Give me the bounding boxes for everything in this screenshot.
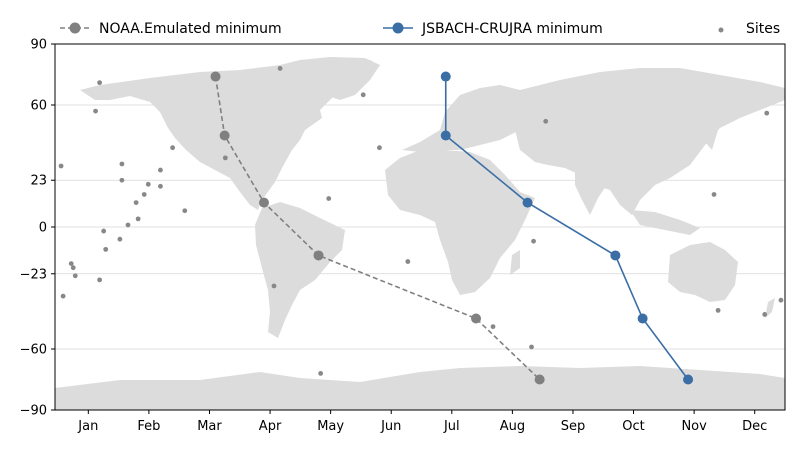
site-point xyxy=(764,110,770,116)
legend-label-noaa: NOAA.Emulated minimum xyxy=(99,21,282,37)
landmass-asia xyxy=(515,68,785,215)
landmass-antarctica xyxy=(55,366,785,410)
site-point xyxy=(68,261,74,266)
site-point xyxy=(360,92,366,98)
plot-area xyxy=(54,43,786,411)
series-1-point xyxy=(440,130,451,141)
series-line-0 xyxy=(214,76,541,381)
x-tick-label: Feb xyxy=(137,419,160,434)
site-point xyxy=(222,155,228,161)
x-tick-label: Apr xyxy=(259,419,282,434)
y-tick-label: 23 xyxy=(30,174,47,189)
site-point xyxy=(405,259,411,264)
site-point xyxy=(70,265,76,271)
y-tick-label: 0 xyxy=(39,221,47,236)
legend-item-noaa: NOAA.Emulated minimum xyxy=(60,21,282,37)
site-point xyxy=(141,192,147,197)
site-point xyxy=(133,200,139,206)
series-0-point xyxy=(313,250,324,261)
legend-item-sites: Sites xyxy=(718,21,780,37)
site-point xyxy=(58,163,64,169)
landmass-india xyxy=(575,168,610,215)
site-point xyxy=(60,293,66,299)
legend-label-sites: Sites xyxy=(746,21,780,37)
site-point xyxy=(119,177,125,183)
site-point xyxy=(170,145,176,151)
series-0-point xyxy=(210,71,221,82)
series-layer xyxy=(210,71,694,385)
landmass-new-zealand xyxy=(765,298,775,318)
x-tick-label: Dec xyxy=(742,419,767,434)
site-point xyxy=(543,118,549,124)
y-axis: 90 60 23 0 −23 −60 −90 xyxy=(20,38,55,419)
legend-label-jsbach: JSBACH-CRUJRA minimum xyxy=(421,21,603,37)
site-point xyxy=(326,196,332,201)
site-point xyxy=(135,216,141,222)
x-tick-label: Mar xyxy=(197,419,222,434)
y-tick-label: 90 xyxy=(30,38,47,53)
landmass-south-america xyxy=(255,202,345,338)
series-line-1 xyxy=(444,76,689,380)
series-1-point xyxy=(440,71,451,82)
x-tick-label: Nov xyxy=(681,419,707,434)
landmass-greenland xyxy=(300,57,380,100)
x-tick-label: Sep xyxy=(561,419,586,434)
site-point xyxy=(377,145,382,151)
landmass-africa xyxy=(385,150,535,295)
y-tick-label: −90 xyxy=(20,404,47,419)
site-point xyxy=(125,222,131,228)
site-point xyxy=(145,181,151,187)
site-point xyxy=(97,277,103,283)
landmass-north-america xyxy=(80,57,380,210)
site-point xyxy=(711,192,717,197)
site-point xyxy=(72,273,78,279)
site-point xyxy=(778,297,784,303)
site-point xyxy=(158,183,163,189)
series-0-point xyxy=(259,197,270,208)
series-1-point xyxy=(637,313,648,324)
landmass-europe xyxy=(402,85,540,152)
series-0-point xyxy=(534,374,545,385)
x-tick-label: Oct xyxy=(622,419,644,434)
series-1-point xyxy=(683,374,694,385)
site-point xyxy=(277,66,283,71)
site-point xyxy=(158,167,163,173)
site-point xyxy=(103,246,109,252)
legend: NOAA.Emulated minimum JSBACH-CRUJRA mini… xyxy=(60,21,780,37)
x-tick-label: May xyxy=(317,419,344,434)
series-1-point xyxy=(610,250,621,261)
site-point xyxy=(271,283,277,289)
y-tick-label: −60 xyxy=(20,343,47,358)
site-point xyxy=(101,228,107,234)
x-axis: Jan Feb Mar Apr May Jun Jul Aug Sep Oct Nov Dec xyxy=(77,410,767,434)
landmass-indonesia xyxy=(630,210,700,235)
x-tick-label: Jul xyxy=(443,419,460,434)
world-map-background xyxy=(55,57,785,410)
series-0-point xyxy=(219,130,230,141)
y-tick-label: 60 xyxy=(30,99,47,114)
site-point xyxy=(182,208,188,214)
legend-item-jsbach: JSBACH-CRUJRA minimum xyxy=(383,21,603,37)
site-point xyxy=(531,238,536,244)
y-tick-label: −23 xyxy=(20,267,47,282)
site-point xyxy=(318,371,324,376)
landmass-australia xyxy=(668,242,738,302)
site-point xyxy=(715,307,721,313)
x-tick-label: Aug xyxy=(500,419,525,434)
site-point xyxy=(117,236,123,242)
series-0-point xyxy=(471,313,482,324)
site-point xyxy=(762,312,768,317)
landmass-madagascar xyxy=(510,250,520,275)
x-tick-label: Jan xyxy=(77,419,98,434)
x-tick-label: Jun xyxy=(380,419,401,434)
series-1-point xyxy=(522,197,533,208)
site-point xyxy=(93,108,98,114)
site-point xyxy=(97,80,103,86)
site-point xyxy=(529,344,534,350)
sites-layer xyxy=(58,66,784,376)
site-point xyxy=(490,324,496,330)
site-point xyxy=(119,161,125,167)
landmass-japan xyxy=(705,120,718,150)
